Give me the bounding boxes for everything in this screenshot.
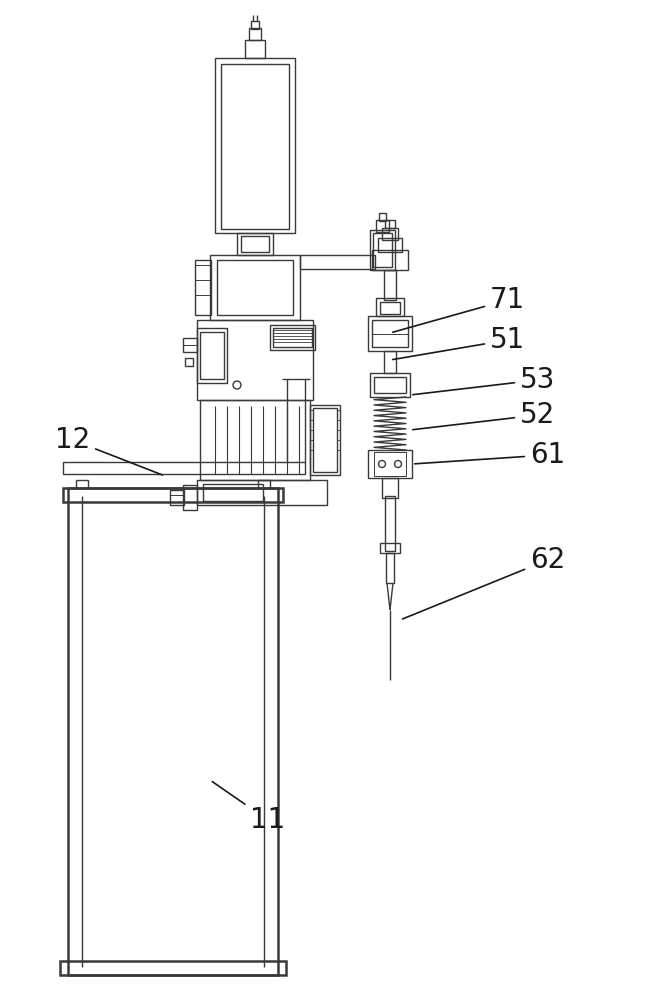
Bar [221, 64, 289, 229]
Bar [249, 28, 261, 40]
Bar [210, 255, 300, 320]
Bar [76, 480, 88, 488]
Bar [215, 58, 295, 233]
Bar [373, 233, 392, 267]
Bar [195, 260, 211, 315]
Bar [183, 485, 197, 510]
Bar [379, 213, 386, 221]
Text: 53: 53 [413, 366, 556, 395]
Bar [382, 228, 398, 240]
Text: 71: 71 [393, 286, 525, 332]
Bar [270, 325, 315, 350]
Bar [300, 255, 375, 269]
Bar [370, 230, 395, 270]
Bar [237, 233, 273, 255]
Bar [200, 400, 310, 480]
Bar [372, 250, 408, 270]
Bar [258, 480, 270, 488]
Text: 52: 52 [413, 401, 555, 430]
Bar [197, 328, 227, 383]
Bar [60, 961, 286, 975]
Bar [183, 338, 197, 352]
Bar [372, 320, 408, 347]
Bar [170, 490, 184, 505]
Bar [378, 238, 402, 252]
Bar [251, 21, 259, 29]
Bar [385, 220, 395, 228]
Bar [197, 480, 327, 505]
Bar [217, 260, 293, 315]
Bar [63, 462, 305, 474]
Bar [380, 302, 400, 314]
Bar [313, 408, 337, 472]
Bar [374, 377, 406, 393]
Bar [376, 220, 389, 232]
Bar [384, 270, 396, 300]
Bar [273, 328, 312, 347]
Bar [385, 496, 395, 551]
Bar [374, 452, 406, 476]
Bar [310, 405, 340, 475]
Bar [368, 450, 412, 478]
Bar [368, 316, 412, 351]
Text: 62: 62 [403, 546, 565, 619]
Bar [197, 320, 313, 400]
Bar [241, 236, 269, 252]
Bar [203, 484, 263, 501]
Bar [68, 488, 278, 975]
Bar [370, 373, 410, 397]
Bar [384, 351, 396, 373]
Bar [200, 332, 224, 379]
Bar [380, 543, 400, 553]
Text: 51: 51 [393, 326, 525, 360]
Bar [382, 478, 398, 498]
Bar [185, 358, 193, 366]
Bar [386, 553, 394, 583]
Bar [63, 488, 283, 502]
Bar [376, 298, 404, 316]
Text: 11: 11 [213, 782, 285, 834]
Text: 12: 12 [55, 426, 163, 475]
Text: 61: 61 [415, 441, 565, 469]
Bar [245, 40, 265, 58]
